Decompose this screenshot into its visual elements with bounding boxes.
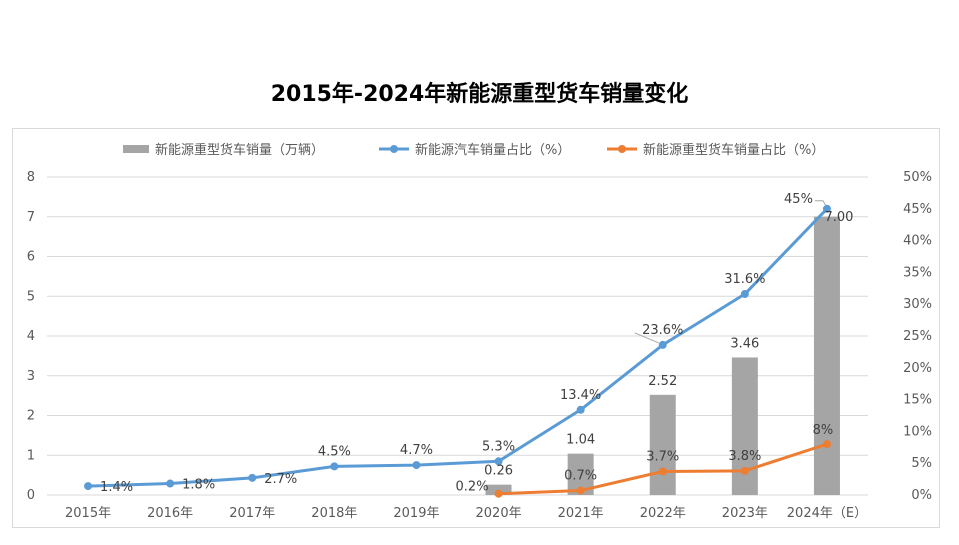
x-tick-label: 2020年: [476, 506, 522, 521]
ev-share-data-label: 45%: [784, 192, 813, 207]
leader-line: [634, 332, 659, 344]
y-right-tick-label: 50%: [903, 170, 932, 185]
legend-label-sales: 新能源重型货车销量（万辆）: [155, 142, 324, 158]
y-left-tick-label: 1: [27, 448, 35, 463]
ev-share-data-label: 5.3%: [482, 439, 515, 454]
share-ev-line: [88, 207, 829, 488]
y-left-tick-label: 3: [27, 369, 35, 384]
chart-svg: 0 1 2 3 4 5 6 7 8 0% 5% 10% 15% 20% 25% 30% 35% 40% 45% 50%…: [27, 142, 932, 521]
share-heavy-point: [658, 467, 667, 476]
legend-label-heavy-share: 新能源重型货车销量占比（%）: [643, 142, 824, 158]
bar-data-label: 1.04: [566, 433, 595, 448]
heavy-share-data-label: 0.7%: [564, 469, 597, 484]
share-heavy-point: [740, 466, 749, 475]
share-heavy-point: [576, 486, 585, 495]
share-ev-point: [330, 462, 339, 471]
y-right-tick-label: 35%: [903, 265, 932, 280]
y-left-tick-label: 5: [27, 289, 35, 304]
ev-share-data-label: 1.8%: [182, 478, 215, 493]
bar-data-label: 2.52: [648, 374, 677, 389]
y-right-tick-label: 20%: [903, 361, 932, 376]
share-ev-point: [576, 405, 585, 414]
share-ev-point: [166, 479, 175, 488]
y-right-tick-label: 5%: [911, 456, 932, 471]
heavy-share-data-label: 0.2%: [456, 480, 489, 495]
legend-marker-ev-share: [390, 145, 398, 153]
y-left-tick-label: 8: [27, 170, 35, 185]
y-right-tick-label: 30%: [903, 297, 932, 312]
bar: [813, 216, 840, 495]
share-ev-point: [822, 204, 831, 213]
share-ev-point: [494, 457, 503, 466]
y-left-tick-label: 7: [27, 210, 35, 225]
x-tick-label: 2019年: [393, 506, 439, 521]
share-ev-point: [658, 340, 667, 349]
leader-line: [814, 200, 827, 207]
heavy-share-data-label: 3.7%: [646, 449, 679, 464]
y-left-tick-label: 0: [27, 488, 35, 503]
x-tick-label: 2022年: [640, 506, 686, 521]
bar: [649, 394, 676, 495]
y-right-tick-label: 45%: [903, 202, 932, 217]
y-left-tick-label: 2: [27, 409, 35, 424]
ev-share-data-label: 31.6%: [724, 272, 765, 287]
ev-share-data-label: 2.7%: [264, 472, 297, 487]
share-ev-point: [740, 290, 749, 299]
legend-swatch-sales: [123, 145, 149, 153]
ev-share-data-label: 1.4%: [100, 480, 133, 495]
share-heavy-point: [822, 440, 831, 449]
bar-data-label: 7.00: [824, 210, 853, 225]
legend-marker-heavy-share: [618, 145, 626, 153]
chart-frame: 0 1 2 3 4 5 6 7 8 0% 5% 10% 15% 20% 25% 30% 35% 40% 45% 50%…: [12, 128, 940, 528]
bar-data-label: 0.26: [484, 464, 513, 479]
chart-title: 2015年-2024年新能源重型货车销量变化: [270, 82, 689, 107]
x-tick-label: 2024年（E）: [787, 506, 867, 521]
y-right-tick-label: 40%: [903, 234, 932, 249]
ev-share-data-label: 4.7%: [400, 443, 433, 458]
bar-data-label: 3.46: [730, 336, 759, 351]
y-right-tick-label: 10%: [903, 424, 932, 439]
y-right-tick-label: 15%: [903, 393, 932, 408]
ev-share-data-label: 13.4%: [560, 388, 601, 403]
x-tick-label: 2018年: [311, 506, 357, 521]
share-ev-point: [412, 461, 421, 470]
x-tick-label: 2021年: [558, 506, 604, 521]
x-tick-label: 2023年: [722, 506, 768, 521]
y-right-tick-label: 0%: [911, 488, 932, 503]
share-ev-point: [84, 482, 93, 491]
ev-share-data-label: 4.5%: [318, 444, 351, 459]
legend-label-ev-share: 新能源汽车销量占比（%）: [415, 142, 570, 158]
y-right-tick-label: 25%: [903, 329, 932, 344]
heavy-share-data-label: 3.8%: [728, 449, 761, 464]
heavy-share-data-label: 8%: [813, 423, 834, 438]
share-ev-point: [248, 473, 257, 482]
ev-share-data-label: 23.6%: [642, 323, 683, 338]
y-left-tick-label: 4: [27, 329, 35, 344]
x-tick-label: 2015年: [65, 506, 111, 521]
x-tick-label: 2016年: [147, 506, 193, 521]
y-left-tick-label: 6: [27, 250, 35, 265]
x-tick-label: 2017年: [229, 506, 275, 521]
share-heavy-point: [494, 489, 503, 498]
